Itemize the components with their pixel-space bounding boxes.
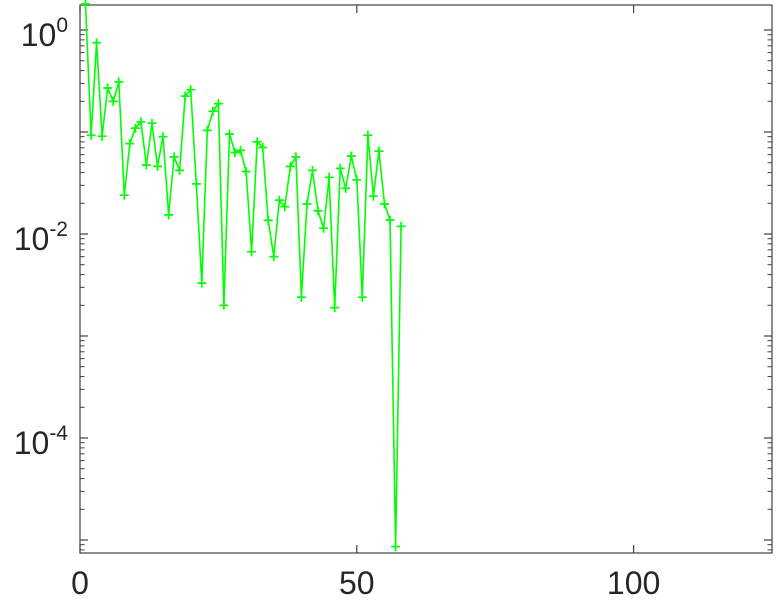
data-point-markers	[81, 0, 406, 552]
x-axis-labels: 0 50 100	[71, 565, 660, 600]
major-ticks	[79, 5, 772, 553]
y-tick-label: 10-4	[14, 422, 69, 461]
y-axis-labels: 100 10-2 10-4	[14, 14, 69, 461]
data-series-line	[84, 3, 402, 548]
x-tick-label: 0	[71, 565, 89, 600]
y-tick-label: 100	[21, 14, 68, 53]
y-tick-label: 10-2	[14, 218, 68, 257]
x-tick-label: 50	[339, 565, 375, 600]
minor-ticks	[80, 34, 772, 551]
axes-box	[79, 4, 773, 554]
x-tick-label: 100	[607, 565, 660, 600]
